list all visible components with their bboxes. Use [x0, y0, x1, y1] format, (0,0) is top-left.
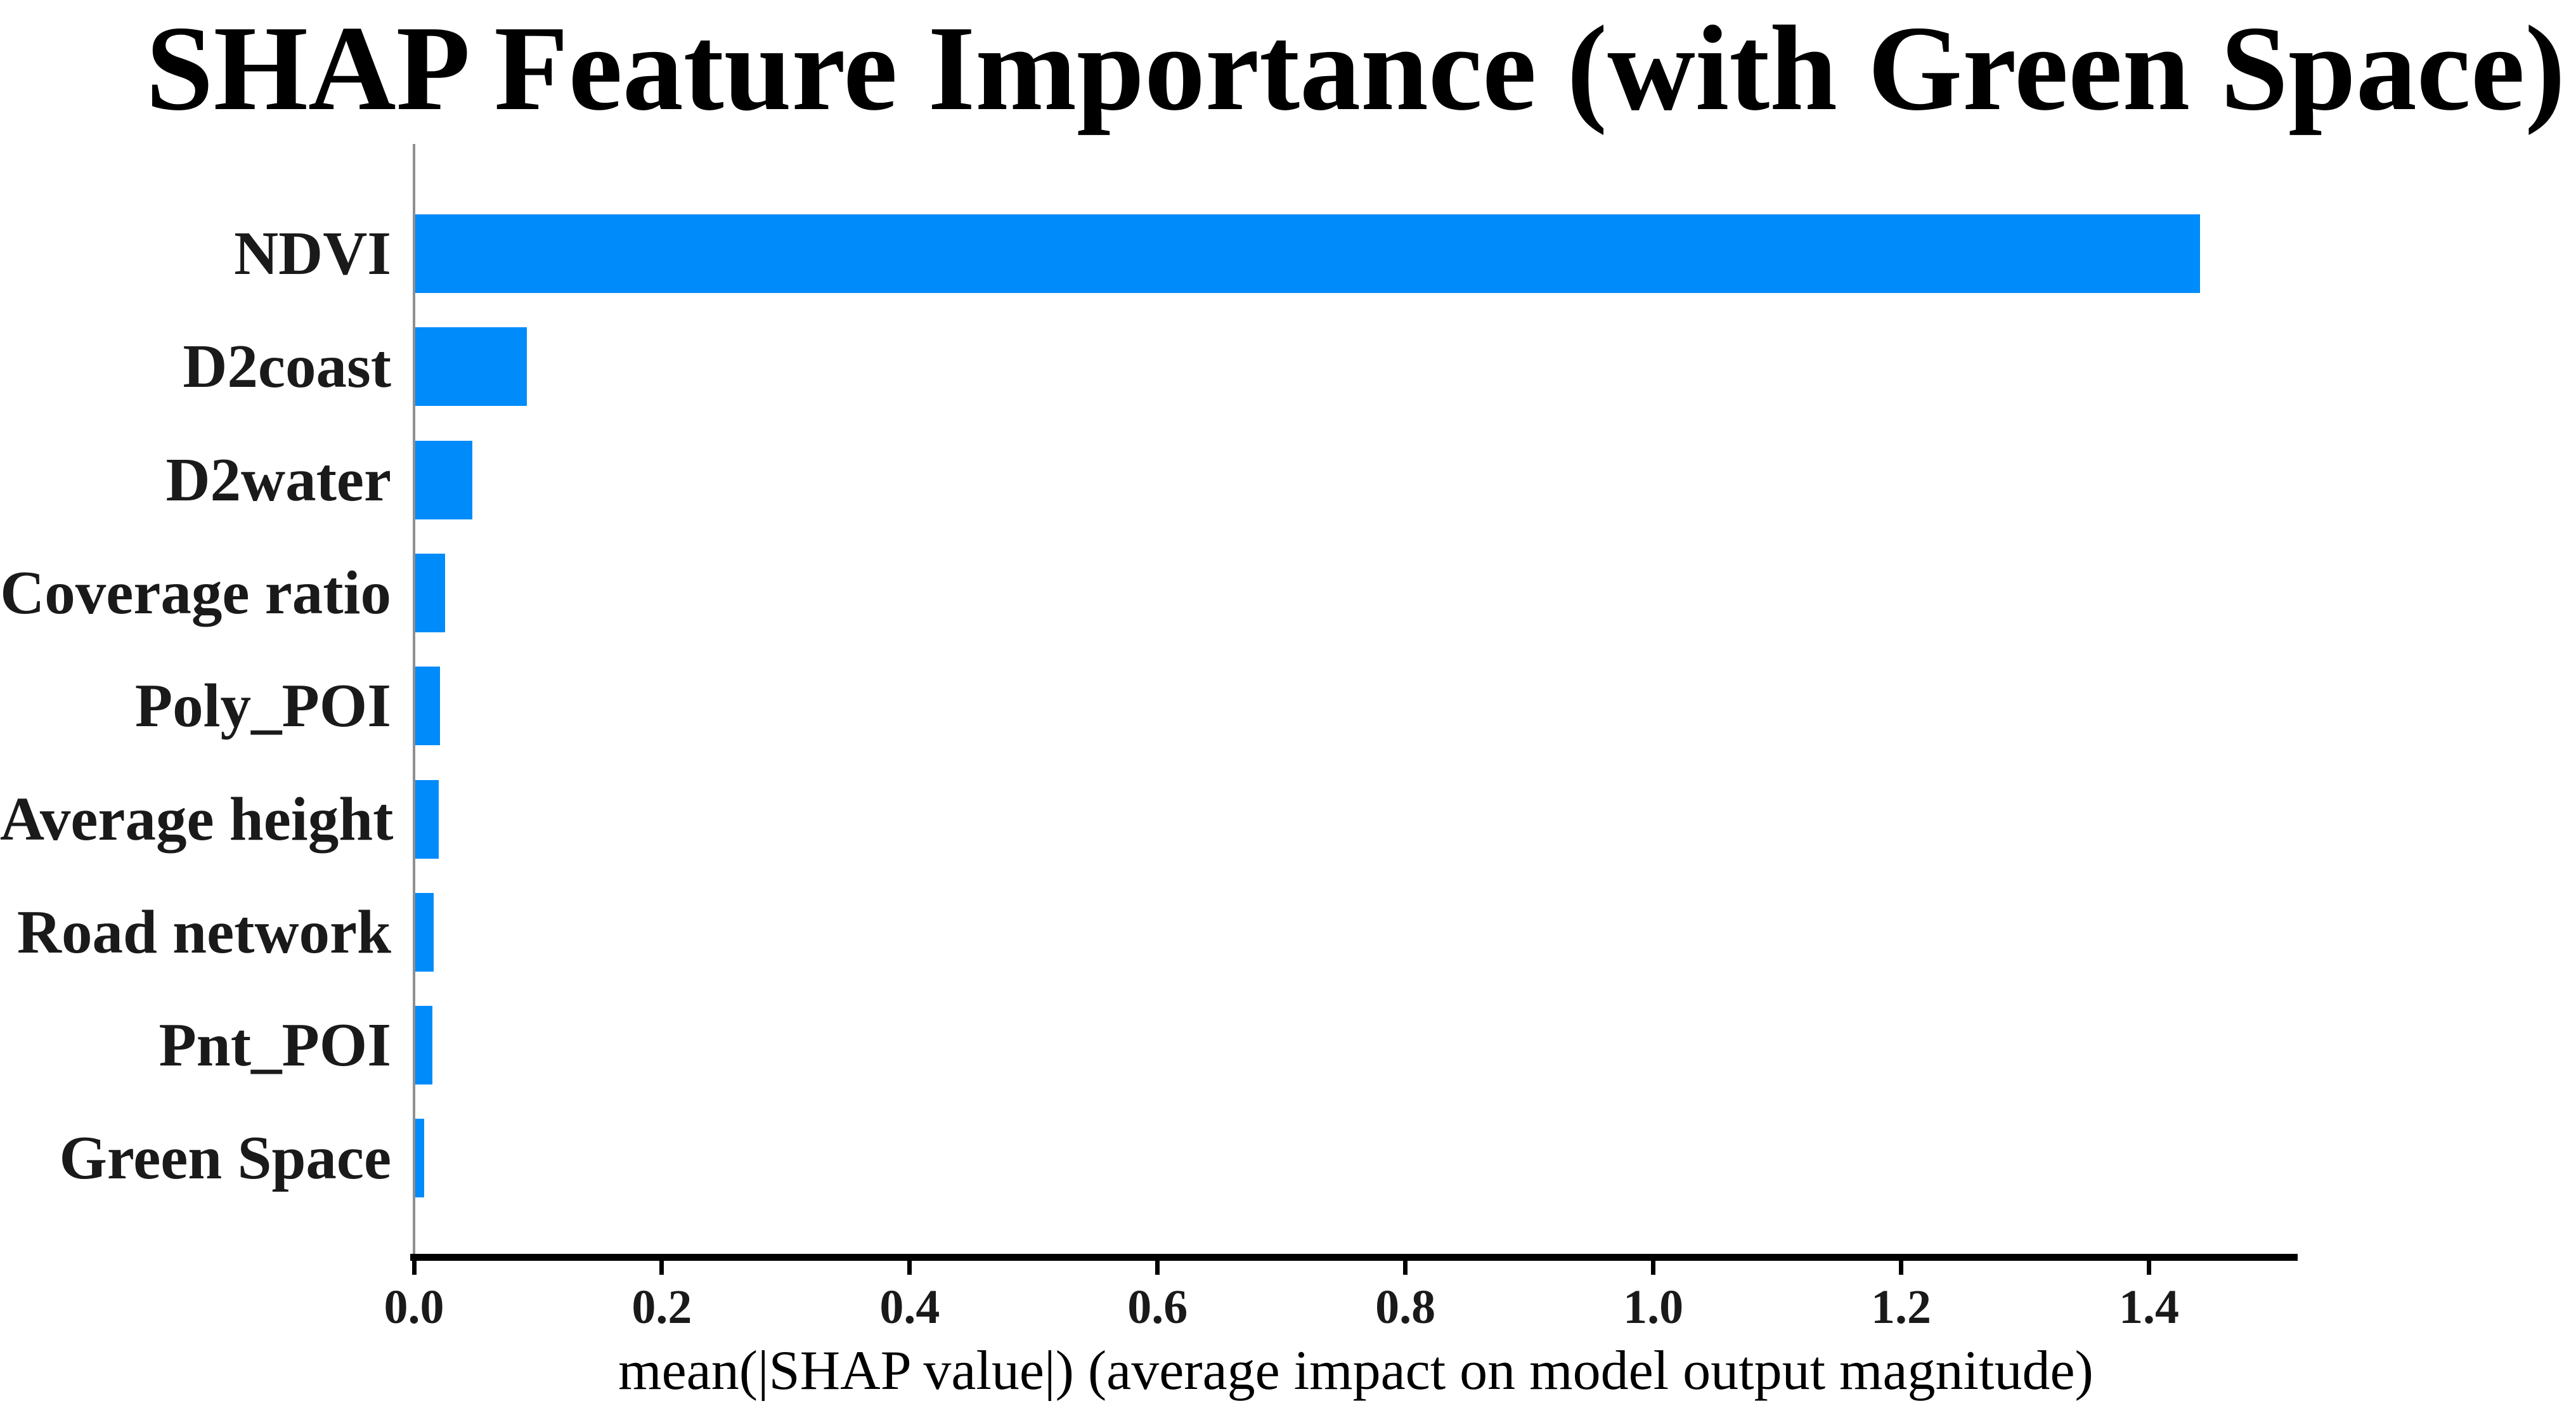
bar-pnt-poi: [415, 1006, 433, 1085]
bar-average-height: [415, 779, 439, 859]
bar-green-space: [415, 1119, 424, 1198]
x-tick-mark: [1899, 1261, 1904, 1275]
x-tick-label: 1.0: [1623, 1280, 1684, 1334]
x-tick-mark: [659, 1261, 664, 1275]
chart-title: SHAP Feature Importance (with Green Spac…: [145, 1, 2566, 136]
y-tick-label: Pnt_POI: [159, 1011, 391, 1079]
x-tick-mark: [411, 1261, 417, 1275]
x-tick-label: 0.0: [384, 1280, 444, 1334]
y-tick-label: D2coast: [183, 332, 391, 401]
bar-ndvi: [415, 214, 2200, 293]
y-tick-label: NDVI: [234, 219, 391, 287]
y-axis-line: [413, 144, 415, 1254]
x-tick-label: 1.4: [2118, 1280, 2179, 1334]
y-tick-label: Average height: [0, 785, 394, 853]
x-tick-mark: [1651, 1261, 1656, 1275]
y-tick-label: Green Space: [59, 1124, 391, 1192]
y-tick-label: Poly_POI: [134, 672, 391, 740]
x-tick-label: 0.4: [879, 1280, 940, 1334]
x-tick-label: 0.8: [1375, 1280, 1436, 1334]
x-tick-label: 0.6: [1127, 1280, 1188, 1334]
bar-poly-poi: [415, 667, 441, 746]
x-axis-label: mean(|SHAP value|) (average impact on mo…: [618, 1340, 2094, 1402]
bar-d2water: [415, 440, 472, 519]
x-tick-mark: [1155, 1261, 1160, 1275]
x-tick-mark: [907, 1261, 912, 1275]
x-tick-label: 0.2: [631, 1280, 692, 1334]
y-tick-label: D2water: [165, 445, 391, 514]
bar-coverage-ratio: [415, 553, 445, 632]
x-tick-mark: [1403, 1261, 1408, 1275]
x-axis-line: [410, 1254, 2298, 1261]
y-tick-label: Coverage ratio: [0, 558, 391, 627]
bar-d2coast: [415, 327, 527, 407]
y-tick-label: Road network: [16, 897, 391, 966]
x-tick-mark: [2146, 1261, 2151, 1275]
x-tick-label: 1.2: [1871, 1280, 1932, 1334]
bar-road-network: [415, 892, 434, 972]
